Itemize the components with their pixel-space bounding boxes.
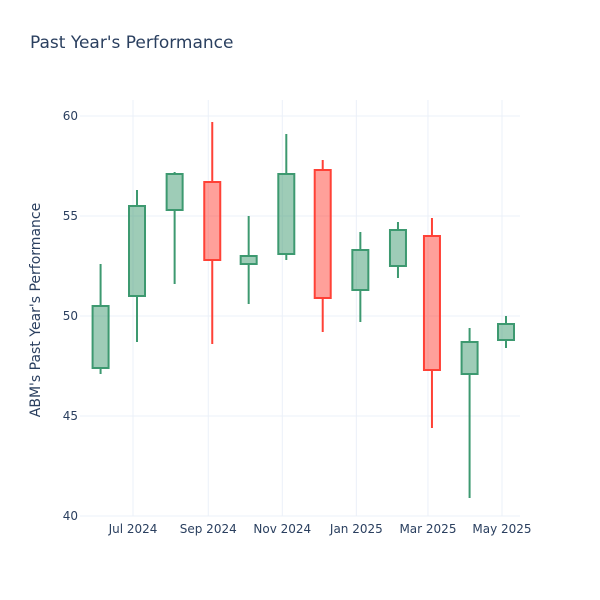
y-tick-label: 60 [63, 109, 78, 123]
candle[interactable] [388, 222, 407, 278]
chart-title: Past Year's Performance [30, 33, 234, 53]
candle-body [497, 323, 515, 341]
candle[interactable] [91, 264, 110, 374]
x-tick-label: May 2025 [472, 522, 531, 536]
x-axis-ticks: Jul 2024 Sep 2024 Nov 2024 Jan 2025 Mar 2025… [108, 522, 532, 536]
candle-body [128, 205, 146, 297]
y-axis-label: ABM's Past Year's Performance [28, 203, 44, 417]
candle-body [460, 341, 479, 375]
candle[interactable] [422, 218, 441, 428]
y-tick-label: 50 [63, 309, 78, 323]
y-tick-label: 40 [63, 509, 78, 523]
candle[interactable] [203, 122, 222, 344]
candle[interactable] [351, 232, 370, 322]
gridlines [80, 100, 520, 517]
y-tick-label: 55 [63, 209, 78, 223]
x-tick-label: Jul 2024 [108, 522, 158, 536]
candle[interactable] [165, 172, 184, 284]
candle[interactable] [128, 190, 146, 342]
candle[interactable] [277, 134, 296, 260]
x-tick-label: Nov 2024 [253, 522, 311, 536]
candle[interactable] [313, 160, 332, 332]
candle[interactable] [460, 328, 479, 498]
x-tick-label: Mar 2025 [399, 522, 456, 536]
candles [91, 122, 515, 498]
candle-body [277, 173, 296, 255]
candle-body [165, 173, 184, 211]
candle-body [313, 169, 332, 299]
x-tick-label: Jan 2025 [329, 522, 383, 536]
candle-body [239, 255, 258, 265]
candle[interactable] [239, 216, 258, 304]
y-axis-ticks: 40 45 50 55 60 [63, 109, 78, 523]
candle-body [91, 305, 110, 369]
candle-body [351, 249, 370, 291]
candle-body [203, 181, 222, 261]
candle-body [388, 229, 407, 267]
candle-body [422, 235, 441, 371]
x-tick-label: Sep 2024 [180, 522, 237, 536]
candle[interactable] [497, 316, 515, 348]
y-tick-label: 45 [63, 409, 78, 423]
